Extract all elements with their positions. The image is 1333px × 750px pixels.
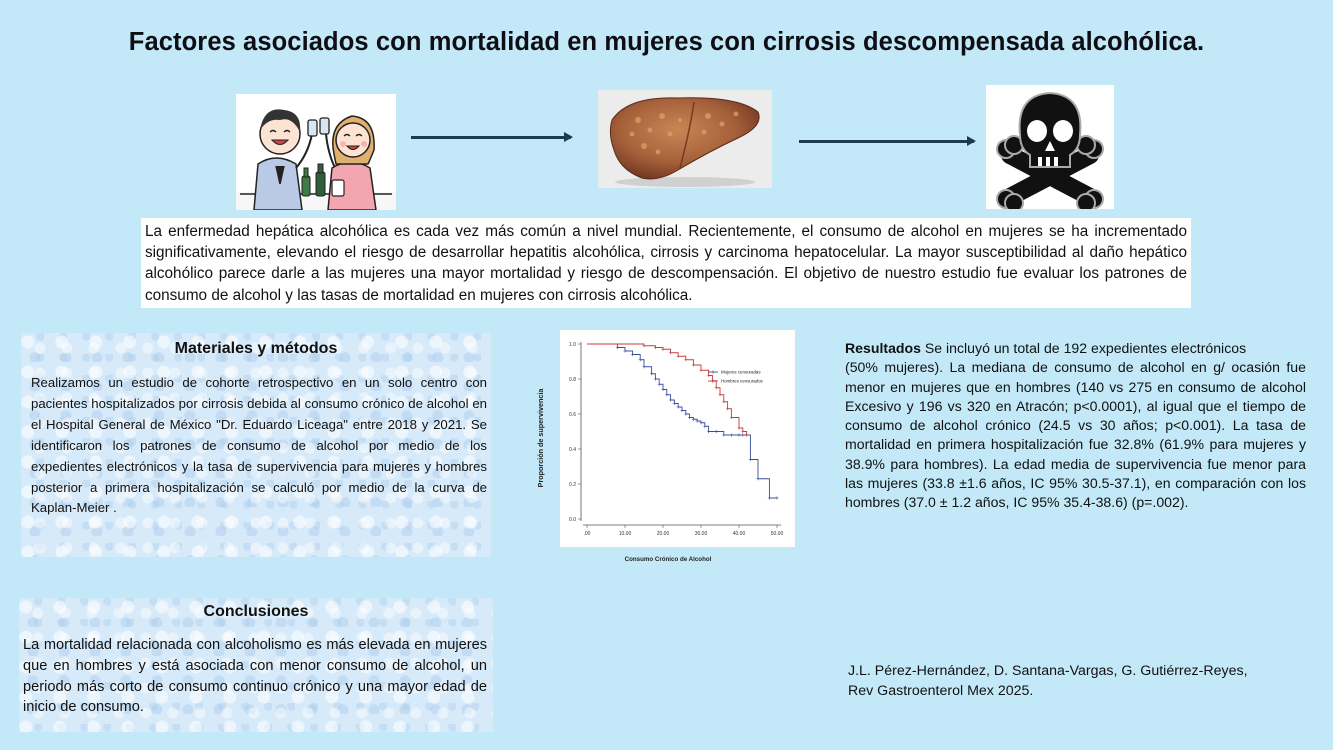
- censor-mark: [737, 426, 741, 430]
- censor-mark: [688, 415, 692, 420]
- y-tick-label: 0.6: [569, 412, 576, 418]
- survival-chart-svg: Proporción de supervivencia Consumo Crón…: [536, 330, 795, 563]
- y-tick-label: 0.8: [569, 377, 576, 383]
- censor-mark: [707, 429, 711, 434]
- legend-marker: [711, 370, 715, 374]
- introduction-text: La enfermedad hepática alcohólica es cad…: [141, 218, 1191, 308]
- results-label: Resultados: [845, 340, 921, 356]
- censor-mark: [642, 344, 646, 348]
- y-axis-label: Proporción de supervivencia: [536, 388, 545, 488]
- censor-mark: [741, 429, 745, 434]
- censor-mark: [699, 368, 703, 372]
- censor-mark: [714, 386, 718, 390]
- censor-mark: [638, 358, 642, 362]
- skull-crossbones-icon: [986, 85, 1114, 209]
- legend-label: Mujeres censuradas: [721, 370, 761, 375]
- chart-background: [560, 330, 795, 547]
- legend-marker: [711, 379, 715, 383]
- censor-mark: [676, 405, 680, 409]
- censor-mark: [741, 433, 745, 437]
- censor-mark: [669, 351, 673, 355]
- results-text: (50% mujeres). La mediana de consumo de …: [845, 359, 1306, 511]
- x-tick-label: 20.00: [657, 531, 670, 537]
- conclusions-text: La mortalidad relacionada con alcoholism…: [23, 637, 487, 716]
- censor-mark: [657, 382, 661, 386]
- censor-mark: [737, 433, 741, 437]
- censor-mark: [661, 387, 665, 392]
- censor-mark: [623, 349, 627, 353]
- citation-journal: Rev Gastroenterol Mex 2025.: [848, 683, 1034, 699]
- censor-mark: [653, 377, 657, 381]
- censor-mark: [665, 393, 669, 397]
- methods-panel: Materiales y métodos Realizamos un estud…: [21, 333, 491, 557]
- censor-mark: [684, 412, 688, 416]
- censor-mark: [631, 352, 635, 357]
- censor-mark: [615, 345, 619, 350]
- couple-drinking-illustration: [236, 94, 396, 210]
- censor-mark: [703, 424, 707, 428]
- censor-mark: [661, 347, 665, 351]
- y-tick-label: 0.4: [569, 447, 576, 453]
- censor-mark: [691, 363, 695, 367]
- citation-authors: J.L. Pérez-Hernández, D. Santana-Vargas,…: [848, 663, 1248, 679]
- y-tick-label: 1.0: [569, 342, 576, 348]
- censor-mark: [726, 407, 730, 411]
- censor-mark: [669, 398, 673, 402]
- x-tick-label: 10.00: [619, 531, 632, 537]
- citation: J.L. Pérez-Hernández, D. Santana-Vargas,…: [848, 661, 1248, 701]
- censor-mark: [653, 345, 657, 350]
- censor-mark: [707, 373, 711, 378]
- methods-text: Realizamos un estudio de cohorte retrosp…: [31, 375, 487, 516]
- censor-mark: [767, 496, 771, 500]
- censor-mark: [722, 400, 726, 404]
- censor-mark: [775, 496, 779, 500]
- legend-label: Hombres censurados: [721, 379, 764, 384]
- x-tick-label: 30.00: [695, 531, 708, 537]
- censor-mark: [748, 457, 752, 462]
- cirrhotic-liver-photo: [598, 90, 772, 188]
- censor-mark: [745, 433, 749, 437]
- survival-chart: Proporción de supervivencia Consumo Crón…: [532, 330, 802, 570]
- y-tick-label: 0.2: [569, 482, 576, 488]
- arrow-icon: [411, 132, 573, 142]
- results-panel: Resultados Se incluyó un total de 192 ex…: [845, 339, 1306, 513]
- conclusions-panel: Conclusiones La mortalidad relacionada c…: [19, 598, 493, 732]
- censor-mark: [642, 365, 646, 369]
- x-tick-label: 40.00: [733, 531, 746, 537]
- censor-mark: [684, 358, 688, 362]
- censor-mark: [756, 477, 760, 481]
- results-first-line: Se incluyó un total de 192 expedientes e…: [920, 340, 1247, 356]
- censor-mark: [650, 372, 654, 376]
- y-tick-label: 0.0: [569, 517, 576, 523]
- censor-mark: [691, 417, 695, 421]
- censor-mark: [722, 433, 726, 437]
- censor-mark: [729, 433, 733, 437]
- censor-mark: [676, 354, 680, 358]
- censor-mark: [672, 401, 676, 406]
- censor-mark: [729, 415, 733, 420]
- x-tick-label: .00: [584, 531, 591, 537]
- censor-mark: [718, 393, 722, 397]
- conclusions-title: Conclusiones: [203, 603, 309, 620]
- methods-title: Materiales y métodos: [174, 340, 338, 357]
- censor-mark: [695, 419, 699, 423]
- censor-mark: [699, 421, 703, 425]
- censor-mark: [680, 408, 684, 413]
- arrow-icon: [799, 136, 976, 146]
- poster-title: Factores asociados con mortalidad en muj…: [128, 28, 1205, 56]
- censor-mark: [714, 429, 718, 434]
- x-axis-label: Consumo Crónico de Alcohol: [625, 556, 712, 563]
- x-tick-label: 50.00: [771, 531, 784, 537]
